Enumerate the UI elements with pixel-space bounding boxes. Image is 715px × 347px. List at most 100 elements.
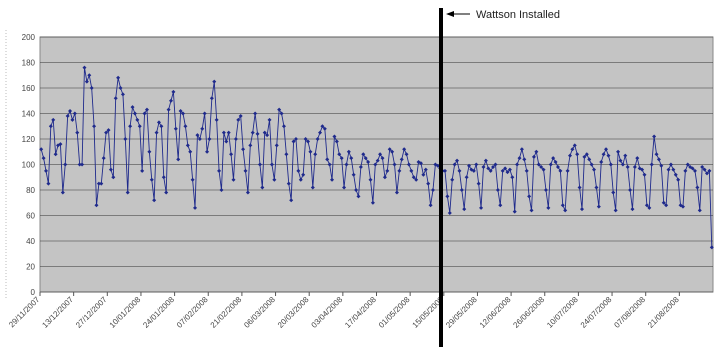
point — [656, 157, 661, 162]
point — [298, 177, 303, 182]
point — [652, 134, 657, 139]
point — [334, 139, 339, 144]
point — [546, 205, 551, 210]
point — [596, 204, 601, 209]
point — [450, 177, 455, 182]
point — [272, 177, 277, 182]
point — [529, 208, 534, 213]
point — [137, 124, 142, 129]
point — [459, 188, 464, 192]
point — [164, 190, 169, 195]
point — [291, 139, 296, 144]
point — [570, 147, 575, 152]
point — [517, 156, 522, 161]
point — [214, 117, 219, 122]
x-tick-label: 07/02/2008 — [175, 295, 210, 330]
point — [130, 105, 135, 110]
point — [649, 162, 654, 167]
point — [315, 137, 320, 141]
point — [385, 168, 390, 173]
point — [519, 147, 524, 152]
point — [75, 130, 80, 135]
point — [394, 190, 399, 195]
point — [53, 152, 58, 157]
point — [392, 162, 397, 167]
y-tick-label: 120 — [22, 135, 36, 144]
point — [181, 111, 186, 116]
point — [310, 185, 315, 190]
x-tick-label: 07/08/2008 — [612, 295, 647, 330]
point — [267, 117, 272, 122]
point — [382, 175, 387, 180]
point — [358, 165, 363, 170]
point — [243, 168, 248, 173]
point — [185, 143, 190, 148]
point — [534, 149, 539, 154]
point — [647, 205, 652, 210]
x-tick-label: 10/01/2008 — [108, 295, 143, 330]
point — [402, 147, 407, 152]
point — [197, 137, 202, 141]
point — [286, 181, 291, 186]
point — [366, 159, 371, 164]
point — [238, 114, 243, 119]
point — [623, 153, 628, 158]
point — [303, 137, 308, 141]
x-tick-label: 13/12/2007 — [40, 295, 75, 330]
point — [154, 130, 159, 135]
point — [60, 190, 65, 195]
point — [245, 190, 250, 195]
point — [618, 158, 623, 163]
y-tick-label: 40 — [26, 237, 35, 246]
point — [680, 204, 685, 209]
point — [318, 130, 323, 135]
point — [599, 159, 604, 164]
point — [589, 162, 594, 167]
point — [173, 126, 178, 131]
point — [96, 181, 101, 186]
series-line — [40, 67, 713, 248]
point — [486, 166, 491, 171]
point — [120, 92, 125, 97]
point — [471, 168, 476, 173]
point — [118, 86, 123, 90]
point — [692, 168, 697, 173]
point — [99, 181, 104, 186]
point — [241, 147, 246, 152]
point — [147, 149, 152, 154]
point — [555, 165, 560, 170]
point — [654, 152, 659, 157]
point — [94, 203, 99, 208]
point — [697, 208, 702, 213]
point — [344, 162, 349, 167]
point — [515, 162, 520, 167]
point — [332, 134, 337, 139]
point — [551, 156, 556, 161]
point — [411, 175, 416, 180]
point — [707, 168, 712, 173]
point — [493, 162, 498, 167]
point — [541, 167, 546, 172]
point — [628, 188, 633, 192]
point — [152, 198, 157, 203]
point — [253, 111, 258, 116]
point — [373, 162, 378, 167]
point — [51, 117, 56, 122]
point — [313, 152, 318, 157]
point — [305, 139, 310, 144]
point — [202, 111, 207, 116]
point — [368, 177, 373, 182]
point — [683, 168, 688, 173]
point — [190, 177, 195, 182]
point — [702, 167, 707, 172]
point — [200, 126, 205, 131]
point — [356, 194, 361, 199]
point — [219, 188, 224, 192]
point — [457, 168, 462, 173]
point — [613, 208, 618, 213]
point — [349, 156, 354, 161]
point — [531, 154, 536, 159]
point — [265, 133, 270, 138]
point — [65, 114, 70, 119]
